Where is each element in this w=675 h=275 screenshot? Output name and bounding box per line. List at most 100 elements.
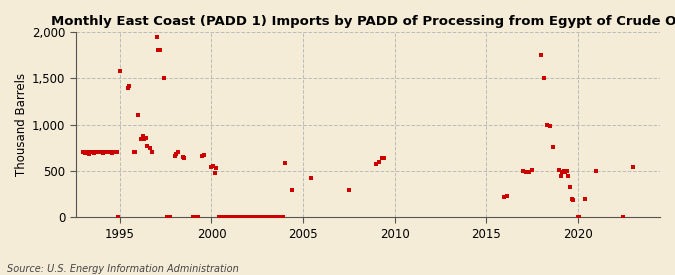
- Point: [572, 215, 583, 219]
- Point: [545, 124, 556, 129]
- Point: [99, 150, 110, 155]
- Point: [110, 150, 121, 155]
- Point: [163, 215, 174, 219]
- Point: [556, 174, 566, 178]
- Point: [197, 154, 208, 158]
- Point: [523, 170, 534, 174]
- Y-axis label: Thousand Barrels: Thousand Barrels: [15, 73, 28, 176]
- Point: [248, 215, 259, 219]
- Point: [580, 197, 591, 201]
- Point: [379, 156, 389, 160]
- Point: [78, 150, 88, 155]
- Point: [179, 156, 190, 160]
- Point: [217, 215, 227, 219]
- Point: [153, 48, 163, 53]
- Point: [270, 215, 281, 219]
- Point: [557, 170, 568, 174]
- Point: [188, 215, 198, 219]
- Point: [287, 188, 298, 193]
- Point: [230, 215, 241, 219]
- Point: [86, 150, 97, 155]
- Point: [191, 215, 202, 219]
- Point: [215, 215, 226, 219]
- Point: [520, 170, 531, 174]
- Point: [224, 215, 235, 219]
- Point: [256, 215, 267, 219]
- Point: [241, 215, 252, 219]
- Point: [247, 215, 258, 219]
- Point: [198, 153, 209, 157]
- Point: [97, 150, 107, 155]
- Point: [240, 215, 250, 219]
- Point: [591, 169, 601, 173]
- Point: [101, 150, 111, 155]
- Point: [102, 150, 113, 155]
- Text: Source: U.S. Energy Information Administration: Source: U.S. Energy Information Administ…: [7, 264, 238, 274]
- Point: [138, 134, 148, 138]
- Point: [548, 145, 559, 149]
- Point: [159, 76, 169, 81]
- Point: [539, 76, 549, 81]
- Point: [90, 150, 101, 155]
- Point: [560, 170, 571, 174]
- Point: [133, 113, 144, 118]
- Point: [173, 150, 184, 155]
- Point: [177, 155, 188, 159]
- Point: [211, 166, 221, 170]
- Point: [128, 150, 139, 155]
- Point: [142, 144, 153, 148]
- Point: [107, 151, 117, 156]
- Point: [82, 149, 93, 154]
- Point: [526, 168, 537, 172]
- Point: [105, 150, 116, 155]
- Point: [264, 215, 275, 219]
- Point: [276, 215, 287, 219]
- Point: [563, 174, 574, 178]
- Point: [237, 215, 248, 219]
- Point: [209, 171, 220, 175]
- Point: [558, 169, 569, 173]
- Point: [206, 165, 217, 169]
- Point: [253, 215, 264, 219]
- Point: [568, 197, 578, 202]
- Point: [566, 197, 577, 201]
- Point: [122, 85, 133, 90]
- Point: [98, 151, 109, 156]
- Point: [111, 150, 122, 155]
- Point: [81, 150, 92, 155]
- Point: [169, 154, 180, 158]
- Point: [136, 136, 146, 141]
- Point: [242, 215, 253, 219]
- Point: [271, 215, 282, 219]
- Point: [278, 215, 289, 219]
- Title: Monthly East Coast (PADD 1) Imports by PADD of Processing from Egypt of Crude Oi: Monthly East Coast (PADD 1) Imports by P…: [51, 15, 675, 28]
- Point: [374, 160, 385, 164]
- Point: [252, 215, 263, 219]
- Point: [87, 150, 98, 155]
- Point: [564, 185, 575, 189]
- Point: [207, 164, 218, 169]
- Point: [154, 48, 165, 53]
- Point: [130, 150, 140, 155]
- Point: [627, 165, 638, 169]
- Point: [162, 215, 173, 219]
- Point: [95, 150, 105, 155]
- Point: [499, 195, 510, 199]
- Point: [305, 176, 316, 181]
- Point: [377, 156, 387, 160]
- Point: [171, 152, 182, 156]
- Point: [220, 215, 231, 219]
- Point: [535, 53, 546, 57]
- Point: [92, 150, 103, 155]
- Point: [151, 34, 162, 39]
- Point: [562, 169, 572, 173]
- Point: [273, 215, 284, 219]
- Point: [259, 215, 270, 219]
- Point: [246, 215, 256, 219]
- Point: [250, 215, 261, 219]
- Point: [517, 169, 528, 173]
- Point: [189, 215, 200, 219]
- Point: [269, 215, 279, 219]
- Point: [109, 150, 119, 155]
- Point: [267, 215, 278, 219]
